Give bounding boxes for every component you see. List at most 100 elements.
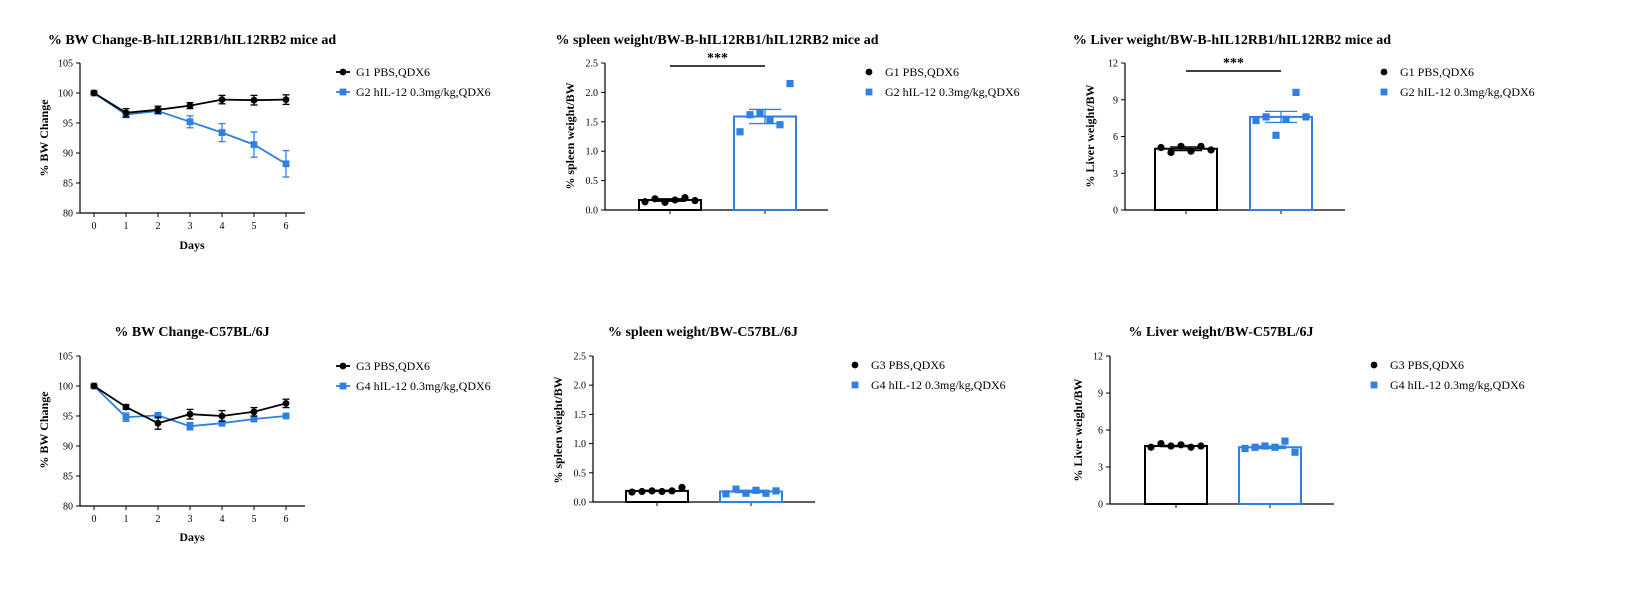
significance-label: *** (1223, 56, 1244, 71)
individual-point (1292, 88, 1300, 96)
y-tick-label: 0.5 (586, 176, 599, 187)
legend-marker (339, 362, 347, 370)
data-point (154, 412, 162, 419)
x-tick-label: 1 (124, 221, 129, 232)
x-tick-label: 5 (252, 221, 257, 232)
individual-point (648, 487, 656, 495)
data-point (122, 403, 130, 411)
y-axis-label: % spleen weight/BW (563, 82, 577, 189)
bar (1144, 445, 1208, 505)
legend-entry-1: G3 PBS,QDX6 (336, 359, 430, 373)
x-tick-label: 6 (284, 514, 289, 525)
legend-entry-2: G4 hIL-12 0.3mg/kg,QDX6 (1370, 378, 1525, 392)
legend-label: G4 hIL-12 0.3mg/kg,QDX6 (871, 378, 1006, 392)
data-point (282, 400, 290, 407)
data-point (250, 96, 258, 104)
y-tick-label: 12 (1108, 59, 1118, 70)
individual-point (1251, 443, 1259, 451)
bar-group-2 (733, 79, 797, 214)
bar-group-1 (1144, 439, 1208, 508)
y-axis-label: % BW Change (37, 391, 51, 469)
data-point (282, 412, 290, 420)
individual-point (762, 489, 770, 497)
legend-marker (865, 88, 873, 96)
x-tick-label: 1 (124, 514, 129, 525)
data-point (186, 410, 194, 418)
legend-label: G3 PBS,QDX6 (356, 359, 430, 373)
data-point (122, 413, 130, 421)
bar-group-2 (1249, 88, 1313, 214)
bar (1249, 115, 1313, 211)
y-tick-label: 3 (1098, 463, 1103, 474)
chart-panel-1: % BW Change-B-hIL12RB1/hIL12RB2 mice ad 8… (37, 33, 491, 252)
y-tick-label: 105 (58, 352, 73, 363)
individual-point (1187, 147, 1195, 155)
individual-point (1291, 448, 1299, 456)
individual-point (658, 487, 666, 496)
individual-point (671, 196, 679, 204)
y-tick-label: 0.0 (574, 498, 587, 509)
chart-panel-2: % spleen weight/BW-B-hIL12RB1/hIL12RB2 m… (555, 33, 1019, 217)
individual-point (776, 121, 784, 129)
data-point (218, 129, 226, 136)
individual-point (722, 490, 730, 498)
individual-point (661, 198, 669, 206)
y-tick-label: 0.5 (574, 468, 587, 479)
data-point (90, 89, 98, 97)
series-1 (90, 89, 290, 118)
individual-point (772, 487, 780, 495)
legend-marker (339, 382, 347, 390)
bar-group-1 (638, 194, 702, 214)
chart-title: % spleen weight/BW-B-hIL12RB1/hIL12RB2 m… (555, 33, 878, 48)
legend-marker (851, 381, 859, 389)
y-axis-label: % spleen weight/BW (551, 376, 565, 483)
individual-point (1302, 113, 1310, 121)
individual-point (1147, 443, 1155, 451)
legend-label: G4 hIL-12 0.3mg/kg,QDX6 (1390, 378, 1525, 392)
individual-point (1197, 142, 1205, 150)
y-tick-label: 0 (1113, 206, 1118, 217)
individual-point (742, 489, 750, 497)
data-point (122, 109, 130, 117)
legend-entry-2: G2 hIL-12 0.3mg/kg,QDX6 (1380, 85, 1535, 99)
series-1 (90, 382, 290, 430)
chart-panel-6: % Liver weight/BW-C57BL/6J 0 3 6 9 12 % Liver … (1071, 325, 1525, 511)
y-tick-label: 6 (1098, 426, 1103, 437)
individual-point (651, 195, 659, 203)
legend-label: G1 PBS,QDX6 (1400, 65, 1474, 79)
y-tick-label: 6 (1113, 132, 1118, 143)
data-point (186, 102, 194, 109)
bar-group-2 (719, 485, 783, 506)
y-tick-label: 1.5 (586, 117, 599, 128)
individual-point (1252, 116, 1260, 125)
bar-group-1 (625, 483, 689, 506)
data-point (250, 415, 258, 423)
significance-label: *** (707, 51, 728, 66)
x-tick-label: 6 (284, 221, 289, 232)
legend-label: G2 hIL-12 0.3mg/kg,QDX6 (885, 85, 1020, 99)
individual-point (756, 109, 764, 117)
y-axis-label: % BW Change (37, 99, 51, 177)
individual-point (668, 487, 676, 495)
individual-point (1281, 437, 1289, 445)
x-axis-label: Days (179, 530, 205, 544)
data-point (154, 419, 162, 427)
legend-entry-1: G1 PBS,QDX6 (865, 65, 959, 79)
y-tick-label: 80 (63, 502, 73, 513)
y-tick-label: 1.0 (586, 147, 599, 158)
series-2 (90, 382, 290, 431)
y-tick-label: 85 (63, 472, 73, 483)
x-tick-label: 2 (156, 221, 161, 232)
y-tick-label: 100 (58, 89, 73, 100)
legend-label: G3 PBS,QDX6 (1390, 358, 1464, 372)
y-tick-label: 2.5 (586, 59, 599, 70)
individual-point (1282, 115, 1290, 123)
legend-entry-2: G2 hIL-12 0.3mg/kg,QDX6 (336, 85, 491, 99)
data-point (218, 419, 226, 427)
data-point (282, 96, 290, 103)
individual-point (736, 128, 744, 136)
y-tick-label: 1.0 (574, 439, 587, 450)
individual-point (1207, 146, 1215, 154)
legend-marker (339, 88, 347, 96)
